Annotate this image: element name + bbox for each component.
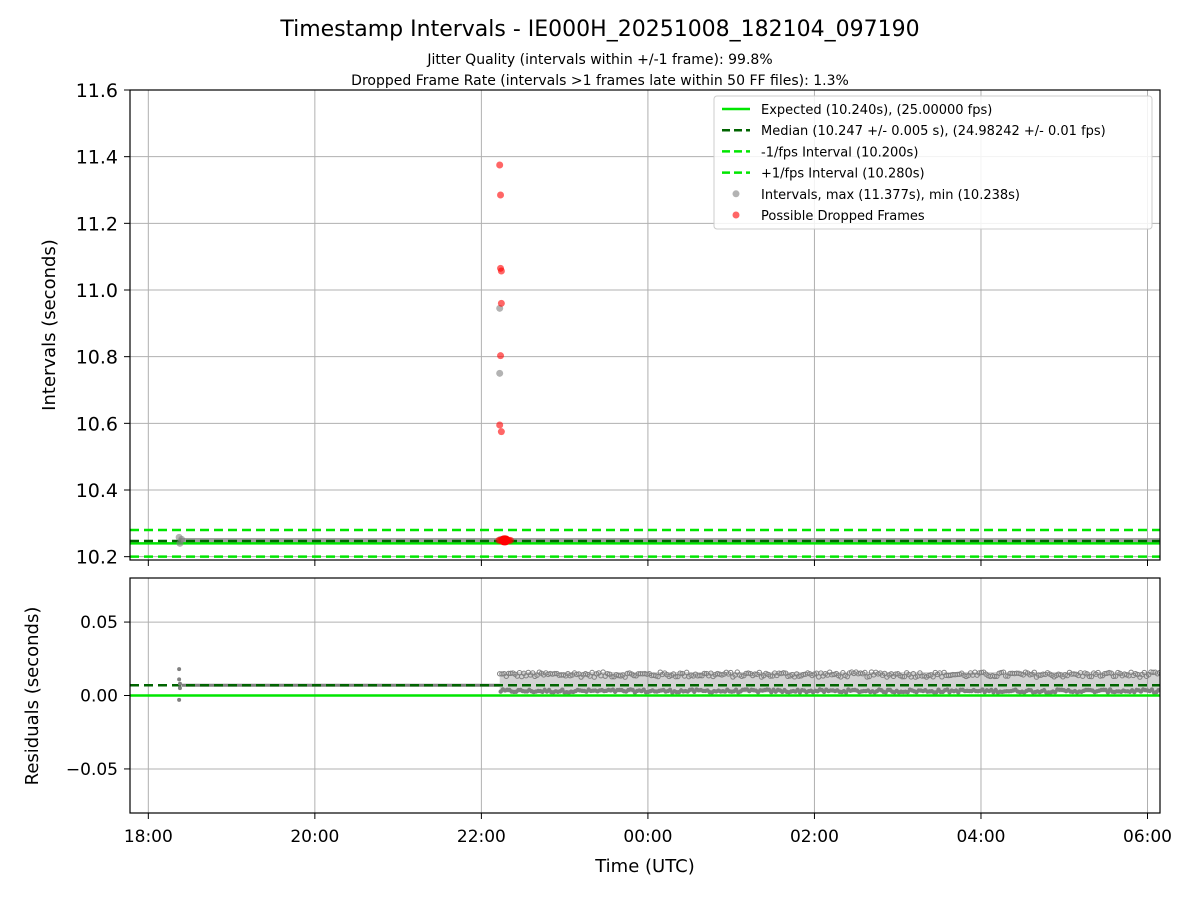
dropped-frame-point xyxy=(497,352,505,360)
residual-point xyxy=(1110,673,1117,679)
residual-point xyxy=(609,673,615,680)
legend-label: +1/fps Interval (10.280s) xyxy=(761,167,925,182)
residual-point xyxy=(780,670,787,676)
residual-point xyxy=(752,671,758,677)
y-tick-label: 10.8 xyxy=(76,347,118,369)
residual-point xyxy=(684,669,690,676)
interval-point xyxy=(178,535,186,543)
residual-point xyxy=(701,670,708,677)
residuals-panel: −0.05 0.00 0.05 18:00 20:00 22:00 00:00 02:00 04… xyxy=(66,577,1172,847)
top-y-axis-label: Intervals (seconds) xyxy=(39,239,60,411)
residual-point xyxy=(604,670,611,677)
residual-point xyxy=(499,671,505,677)
residual-point xyxy=(1003,673,1009,679)
residual-point xyxy=(739,673,745,679)
residual-point xyxy=(1105,690,1111,695)
bottom-y-axis-label: Residuals (seconds) xyxy=(22,607,43,786)
chart-subtitle-dropped: Dropped Frame Rate (intervals >1 frames … xyxy=(351,73,849,89)
residual-point xyxy=(800,671,807,678)
residual-point xyxy=(930,674,936,680)
x-axis-label: Time (UTC) xyxy=(594,856,695,877)
residual-point xyxy=(677,670,683,676)
residual-point xyxy=(177,677,182,682)
chart-title: Timestamp Intervals - IE000H_20251008_18… xyxy=(279,17,919,42)
plot-area xyxy=(130,161,1160,558)
residual-point xyxy=(843,690,849,695)
x-tick-label: 18:00 xyxy=(124,827,173,847)
x-tick-label: 06:00 xyxy=(1123,827,1172,847)
residual-point xyxy=(673,673,679,680)
residual-point xyxy=(631,672,637,679)
legend-label: -1/fps Interval (10.200s) xyxy=(761,145,918,160)
residual-point xyxy=(866,673,873,680)
residual-point xyxy=(998,669,1005,676)
residual-point xyxy=(864,674,870,680)
residual-point xyxy=(1086,673,1093,680)
legend-swatch xyxy=(732,190,740,198)
residual-point xyxy=(893,671,899,677)
residual-point xyxy=(177,681,182,686)
plot-area xyxy=(130,667,1160,702)
dropped-frame-point xyxy=(497,267,505,275)
y-tick-label: 11.4 xyxy=(76,147,118,169)
y-tick-label: 0.05 xyxy=(80,613,118,633)
residual-point xyxy=(767,673,774,679)
legend-label: Median (10.247 +/- 0.005 s), (24.98242 +… xyxy=(761,124,1106,139)
dropped-frame-point xyxy=(497,191,505,199)
residual-point xyxy=(901,673,908,680)
legend-box xyxy=(713,95,1153,230)
legend-label: Expected (10.240s), (25.00000 fps) xyxy=(761,103,992,118)
residual-point xyxy=(177,686,182,691)
y-tick-label: 10.6 xyxy=(76,413,118,435)
legend-swatch xyxy=(732,211,740,219)
y-tick-label: 11.2 xyxy=(76,213,118,235)
y-tick-label: 10.2 xyxy=(76,547,118,569)
x-tick-label: 02:00 xyxy=(790,827,839,847)
residual-point xyxy=(899,673,906,680)
residual-point xyxy=(177,697,182,702)
legend: Expected (10.240s), (25.00000 fps) Median… xyxy=(713,95,1153,230)
legend-label: Possible Dropped Frames xyxy=(761,209,925,224)
residual-point xyxy=(574,671,580,678)
x-tick-label: 20:00 xyxy=(290,827,339,847)
x-tick-label: 04:00 xyxy=(956,827,1005,847)
residual-point xyxy=(1031,669,1038,676)
residual-point xyxy=(1000,669,1007,675)
y-tick-label: −0.05 xyxy=(66,760,118,780)
residual-point xyxy=(862,669,868,676)
dropped-frame-point xyxy=(496,161,504,169)
chart-subtitle-jitter: Jitter Quality (intervals within +/-1 fr… xyxy=(426,52,772,68)
dropped-frame-point xyxy=(496,421,504,429)
residual-point xyxy=(552,670,558,677)
residual-point xyxy=(1071,671,1077,677)
legend-label: Intervals, max (11.377s), min (10.238s) xyxy=(761,188,1020,203)
interval-point xyxy=(496,369,504,377)
residual-point xyxy=(728,669,734,676)
residual-point xyxy=(697,672,703,679)
dropped-frame-point xyxy=(497,299,505,307)
residual-point xyxy=(756,669,763,676)
residual-point xyxy=(1097,673,1104,679)
residual-point xyxy=(177,667,182,672)
x-tick-label: 22:00 xyxy=(457,827,506,847)
residual-point xyxy=(600,669,606,675)
dropped-frame-point xyxy=(497,428,505,436)
y-tick-label: 11.6 xyxy=(76,80,118,102)
top-axes-frame xyxy=(129,89,1161,561)
residual-point xyxy=(655,673,661,680)
dropped-frame-cluster xyxy=(498,535,511,546)
residual-point xyxy=(992,673,998,680)
residual-point xyxy=(978,669,985,676)
residual-point xyxy=(745,670,752,676)
y-tick-label: 10.4 xyxy=(76,480,118,502)
y-tick-label: 0.00 xyxy=(80,687,118,707)
y-tick-label: 11.0 xyxy=(76,280,118,302)
residual-point xyxy=(796,673,802,679)
residual-point xyxy=(785,673,791,680)
residual-point xyxy=(1158,688,1160,693)
x-tick-label: 00:00 xyxy=(623,827,672,847)
